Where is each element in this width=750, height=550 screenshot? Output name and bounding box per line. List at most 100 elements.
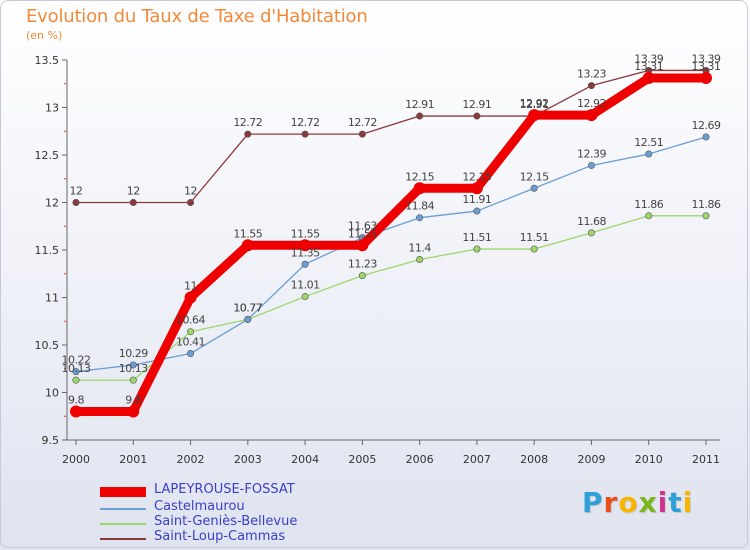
data-point: [187, 328, 195, 336]
data-label: 12.91: [405, 98, 434, 111]
data-label: 10.13: [62, 362, 91, 375]
data-point: [702, 133, 710, 141]
x-tick-label: 2007: [463, 453, 491, 466]
data-label: 12.69: [692, 119, 721, 132]
data-point: [244, 315, 252, 323]
data-label: 11.86: [634, 198, 663, 211]
data-point: [587, 161, 595, 169]
data-label: 12.15: [405, 170, 434, 183]
series-line-lapeyrouse-fossat: [71, 73, 711, 416]
y-tick-label: 11: [45, 292, 59, 305]
data-label: 13.31: [634, 60, 663, 73]
data-point: [129, 376, 137, 384]
data-point: [470, 182, 483, 195]
y-tick-label: 12.5: [35, 149, 60, 162]
data-label: 11: [184, 280, 197, 293]
y-tick-label: 13.5: [35, 54, 60, 67]
data-point: [127, 405, 140, 418]
data-label: 11.55: [233, 227, 262, 240]
data-label: 9.8: [68, 394, 84, 407]
data-label: 12: [70, 185, 83, 198]
data-point: [301, 260, 309, 268]
data-label: 9.8: [125, 394, 141, 407]
data-label: 11.23: [348, 258, 377, 271]
data-label: 13.23: [577, 68, 606, 81]
data-label: 12.92: [520, 97, 549, 110]
data-point: [473, 245, 481, 253]
data-label: 11.91: [462, 193, 491, 206]
y-tick-label: 12: [45, 197, 59, 210]
logo-letter: i: [682, 486, 694, 519]
data-point: [244, 130, 252, 138]
data-point: [416, 112, 424, 120]
y-tick-label: 13: [45, 102, 59, 115]
data-label: 12: [184, 185, 197, 198]
data-point: [642, 72, 655, 85]
series-line-saint-loup-cammas: [75, 69, 707, 204]
data-label: 11.01: [291, 279, 320, 292]
data-label: 12.15: [520, 170, 549, 183]
data-point: [187, 199, 195, 207]
legend-label-saint-loup-cammas: Saint-Loup-Cammas: [154, 529, 286, 544]
data-label: 11.55: [291, 227, 320, 240]
chart-title: Evolution du Taux de Taxe d'Habitation: [26, 6, 368, 27]
data-point: [645, 212, 653, 220]
data-label: 12.72: [233, 116, 262, 129]
data-point: [700, 72, 712, 85]
data-point: [129, 361, 137, 369]
x-tick-label: 2011: [692, 453, 720, 466]
chart-subtitle: (en %): [26, 29, 63, 42]
logo-letter: P: [582, 486, 604, 519]
data-point: [413, 182, 426, 195]
data-label: 10.29: [119, 347, 148, 360]
data-label: 12.72: [291, 116, 320, 129]
legend-swatch-saint-genies-bellevue: [100, 523, 146, 525]
data-point: [587, 82, 595, 90]
data-point: [585, 109, 598, 122]
legend-swatch-saint-loup-cammas: [100, 538, 146, 540]
data-label: 12: [127, 185, 140, 198]
data-label: 10.41: [176, 336, 205, 349]
x-tick-label: 2005: [348, 453, 376, 466]
data-label: 12.91: [462, 98, 491, 111]
legend-swatch-castelmaurou: [100, 508, 146, 510]
x-tick-label: 2001: [119, 453, 147, 466]
data-point: [299, 239, 312, 252]
logo-letter: i: [657, 486, 669, 519]
data-label: 10.64: [176, 314, 205, 327]
data-label: 12.91: [520, 98, 549, 111]
data-point: [530, 245, 538, 253]
y-tick-label: 10.5: [35, 339, 60, 352]
logo-letter: x: [638, 486, 658, 519]
x-tick-label: 2008: [520, 453, 548, 466]
data-point: [702, 212, 710, 220]
legend-swatch-lapeyrouse-fossat: [100, 487, 146, 497]
data-label: 11.86: [692, 198, 721, 211]
data-point: [72, 368, 80, 376]
data-point: [301, 130, 309, 138]
data-point: [473, 207, 481, 215]
x-tick-label: 2002: [177, 453, 205, 466]
data-point: [358, 272, 366, 280]
series-line-castelmaurou: [75, 136, 707, 373]
data-point: [416, 255, 424, 263]
data-label: 12.72: [348, 116, 377, 129]
data-label: 11.63: [348, 220, 377, 233]
data-label: 10.22: [62, 354, 91, 367]
data-label: 10.77: [233, 301, 262, 314]
series-line-saint-geni-s-bellevue: [75, 215, 707, 381]
data-point: [645, 150, 653, 158]
data-point: [356, 239, 369, 252]
logo-letter: o: [618, 486, 639, 519]
data-point: [416, 214, 424, 222]
data-point: [301, 293, 309, 301]
data-point: [70, 405, 82, 418]
legend-label-lapeyrouse-fossat: LAPEYROUSE-FOSSAT: [154, 482, 295, 497]
data-point: [187, 350, 195, 358]
data-label: 10.13: [119, 362, 148, 375]
x-tick-label: 2006: [406, 453, 434, 466]
y-tick-label: 10: [45, 387, 59, 400]
data-point: [473, 112, 481, 120]
data-label: 11.68: [577, 215, 606, 228]
